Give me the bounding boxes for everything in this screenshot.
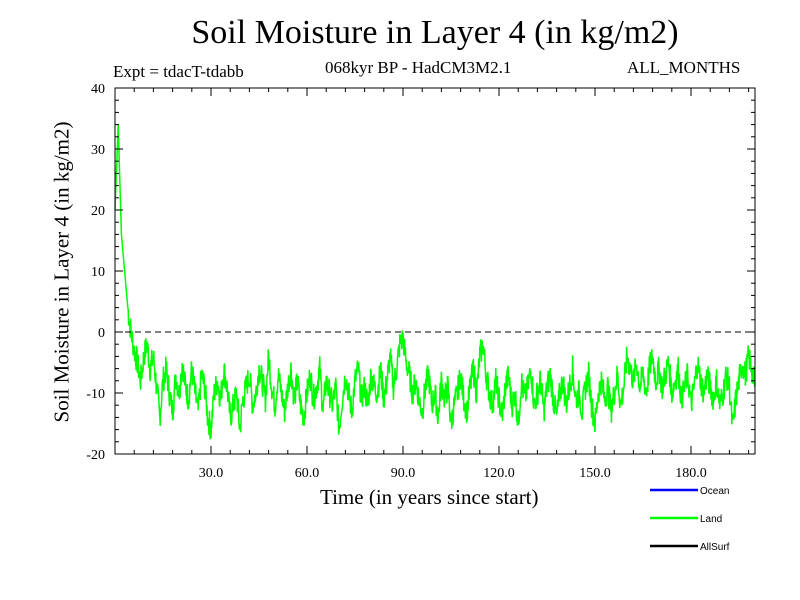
y-tick-label: 0 xyxy=(98,326,105,341)
period-label: ALL_MONTHS xyxy=(627,58,741,77)
y-tick-label: 30 xyxy=(91,143,105,158)
x-tick-label: 120.0 xyxy=(483,466,515,481)
x-tick-label: 30.0 xyxy=(199,466,224,481)
chart-title: Soil Moisture in Layer 4 (in kg/m2) xyxy=(191,14,679,51)
x-tick-label: 150.0 xyxy=(579,466,611,481)
y-tick-label: -20 xyxy=(86,448,105,463)
experiment-label: Expt = tdacT-tdabb xyxy=(113,62,244,81)
x-tick-label: 60.0 xyxy=(295,466,320,481)
legend-label-ocean: Ocean xyxy=(700,486,729,497)
legend-label-land: Land xyxy=(700,514,722,525)
y-tick-label: 40 xyxy=(91,82,105,97)
x-tick-label: 180.0 xyxy=(675,466,707,481)
x-tick-label: 90.0 xyxy=(391,466,416,481)
y-tick-label: 20 xyxy=(91,204,105,219)
x-axis-label: Time (in years since start) xyxy=(320,485,539,509)
legend-label-allsurf: AllSurf xyxy=(700,542,730,553)
series-line-land xyxy=(114,124,756,440)
chart-subtitle: 068kyr BP - HadCM3M2.1 xyxy=(325,58,512,77)
y-tick-label: -10 xyxy=(86,387,105,402)
y-tick-label: 10 xyxy=(91,265,105,280)
